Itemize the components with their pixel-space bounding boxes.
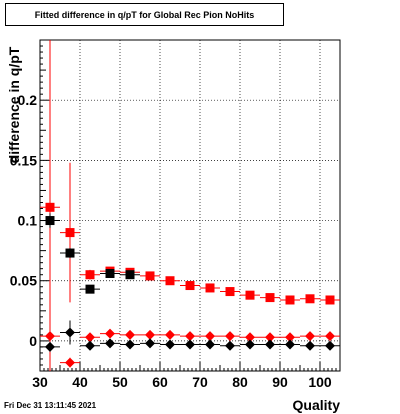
diamond-point <box>145 338 155 349</box>
diamond-point <box>45 331 55 342</box>
x-tick-label: 60 <box>152 374 168 390</box>
diamond-point <box>65 327 75 338</box>
grid-lines <box>40 40 340 371</box>
y-tick-label: 0.1 <box>18 213 38 229</box>
diamond-point <box>265 332 275 343</box>
diamond-point <box>65 357 75 368</box>
diamond-point <box>85 332 95 343</box>
diamond-point <box>105 338 115 349</box>
square-point <box>185 281 195 291</box>
x-tick-label: 90 <box>272 374 288 390</box>
x-tick-label: 50 <box>112 374 128 390</box>
diamond-point <box>205 331 215 342</box>
x-axis-label: Quality <box>292 397 340 413</box>
y-tick-label: 0.05 <box>10 273 37 289</box>
diamond-point <box>225 331 235 342</box>
diamond-point <box>125 339 135 350</box>
diamond-point <box>305 340 315 351</box>
date-stamp: Fri Dec 31 13:11:45 2021 <box>4 401 97 410</box>
series-3 <box>40 320 340 352</box>
diamond-point <box>85 340 95 351</box>
diamond-point <box>105 328 115 339</box>
diamond-point <box>165 339 175 350</box>
square-point <box>85 270 95 280</box>
diamond-point <box>205 339 215 350</box>
series-2 <box>40 328 340 368</box>
y-tick-label: 0 <box>29 333 37 349</box>
square-point <box>65 228 75 238</box>
diamond-point <box>225 340 235 351</box>
series-0 <box>40 40 340 371</box>
diamond-point <box>45 341 55 352</box>
square-point <box>225 287 235 297</box>
diamond-point <box>265 339 275 350</box>
x-tick-label: 70 <box>192 374 208 390</box>
square-point <box>145 271 155 281</box>
diamond-point <box>185 339 195 350</box>
square-point <box>125 270 135 280</box>
square-point <box>85 284 95 294</box>
diamond-point <box>285 332 295 343</box>
x-tick-label: 80 <box>232 374 248 390</box>
y-axis-label: difference in q/pT <box>6 46 22 164</box>
square-point <box>105 269 115 279</box>
diamond-point <box>285 339 295 350</box>
diamond-point <box>145 329 155 340</box>
square-point <box>285 295 295 305</box>
y-tick-label: 0.15 <box>10 152 37 168</box>
diamond-point <box>185 331 195 342</box>
square-point <box>245 290 255 300</box>
diamond-point <box>245 332 255 343</box>
diamond-point <box>245 339 255 350</box>
series-1 <box>40 213 140 294</box>
diamond-point <box>325 331 335 342</box>
square-point <box>205 283 215 293</box>
square-point <box>65 248 75 258</box>
data-marks <box>40 40 340 371</box>
square-point <box>265 293 275 303</box>
square-point <box>45 216 55 226</box>
y-tick-label: 0.2 <box>18 92 38 108</box>
diamond-point <box>125 329 135 340</box>
chart-title: Fitted difference in q/pT for Global Rec… <box>5 3 284 26</box>
x-tick-label: 40 <box>72 374 88 390</box>
square-point <box>165 276 175 286</box>
diamond-point <box>165 329 175 340</box>
square-point <box>45 202 55 212</box>
x-tick-label: 100 <box>308 374 332 390</box>
square-point <box>305 294 315 304</box>
x-tick-label: 30 <box>32 374 48 390</box>
square-point <box>325 295 335 305</box>
diamond-point <box>305 331 315 342</box>
diamond-point <box>325 340 335 351</box>
plot-frame <box>39 39 341 372</box>
axes: 30 40 50 60 70 80 90 100 0 0.05 0.1 0.15 0.2 <box>10 39 341 390</box>
